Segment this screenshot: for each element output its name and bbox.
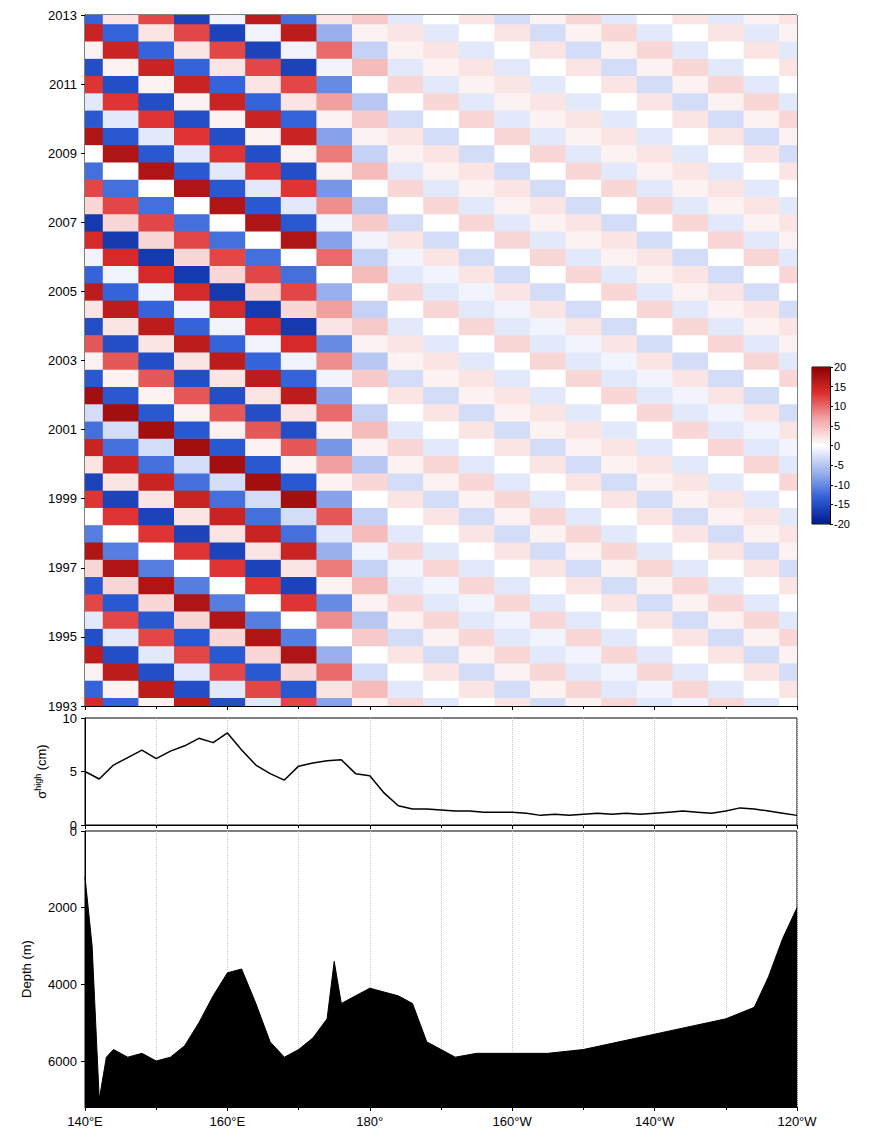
svg-text:σ: σ	[34, 791, 49, 799]
svg-text:4000: 4000	[48, 977, 77, 992]
svg-text:1999: 1999	[48, 491, 77, 506]
svg-text:-10: -10	[834, 479, 850, 491]
svg-text:2000: 2000	[48, 900, 77, 915]
svg-text:-5: -5	[834, 459, 844, 471]
svg-text:6000: 6000	[48, 1054, 77, 1069]
svg-text:15: 15	[834, 381, 846, 393]
svg-text:140°E: 140°E	[67, 1114, 103, 1129]
svg-text:1997: 1997	[48, 560, 77, 575]
svg-text:2009: 2009	[48, 146, 77, 161]
svg-text:high: high	[33, 774, 43, 791]
svg-text:120°W: 120°W	[777, 1114, 817, 1129]
svg-text:180°: 180°	[356, 1114, 383, 1129]
svg-text:0: 0	[70, 824, 77, 839]
svg-text:1995: 1995	[48, 629, 77, 644]
svg-text:10: 10	[63, 711, 77, 726]
svg-text:2003: 2003	[48, 353, 77, 368]
svg-text:2001: 2001	[48, 422, 77, 437]
svg-text:Depth (m): Depth (m)	[19, 940, 34, 998]
svg-text:0: 0	[834, 440, 840, 452]
svg-text:1993: 1993	[48, 698, 77, 714]
svg-text:2007: 2007	[48, 215, 77, 230]
svg-text:-15: -15	[834, 498, 850, 510]
svg-text:140°W: 140°W	[635, 1114, 675, 1129]
svg-text:5: 5	[70, 764, 77, 779]
svg-text:2013: 2013	[48, 8, 77, 23]
svg-text:20: 20	[834, 361, 846, 373]
svg-text:2011: 2011	[49, 77, 77, 92]
svg-text:2005: 2005	[48, 284, 77, 299]
svg-text:10: 10	[834, 400, 846, 412]
svg-text:-20: -20	[834, 518, 850, 530]
svg-text:(cm): (cm)	[34, 744, 49, 770]
svg-text:160°E: 160°E	[210, 1114, 246, 1129]
svg-text:160°W: 160°W	[493, 1114, 533, 1129]
svg-text:5: 5	[834, 420, 840, 432]
